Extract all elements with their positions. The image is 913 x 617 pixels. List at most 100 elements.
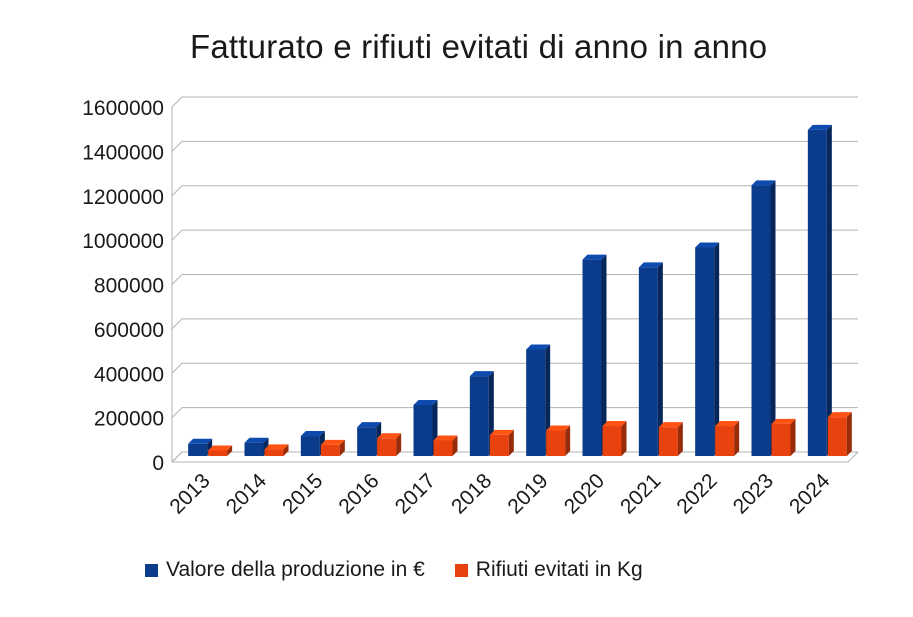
bar-rifiuti-2023-top xyxy=(771,418,796,424)
y-tick-label: 1200000 xyxy=(82,186,164,209)
bar-rifiuti-2019-front xyxy=(546,430,566,456)
bar-rifiuti-2016-front xyxy=(377,438,397,456)
bar-rifiuti-2017-side xyxy=(452,435,458,456)
bar-rifiuti-2021 xyxy=(658,422,683,456)
bar-rifiuti-2015 xyxy=(320,439,345,456)
bar-valore-2018-top xyxy=(469,371,494,377)
bar-rifiuti-2020-side xyxy=(621,421,627,456)
bar-rifiuti-2021-top xyxy=(658,422,683,428)
x-tick-label: 2013 xyxy=(165,469,214,518)
y-tick-label: 800000 xyxy=(94,275,164,298)
bar-rifiuti-2024-top xyxy=(827,412,852,418)
legend-label-valore: Valore della produzione in € xyxy=(166,558,425,581)
bar-rifiuti-2024-front xyxy=(827,417,847,456)
bar-valore-2021-top xyxy=(638,262,663,268)
bar-valore-2021-side xyxy=(657,262,663,456)
bar-valore-2018-front xyxy=(469,376,489,456)
bar-rifiuti-2019-side xyxy=(565,425,571,456)
bar-rifiuti-2023-side xyxy=(790,418,796,456)
x-axis-ticks: 2013 2014 2015 2016 2017 2018 2019 2020 2021 2022… xyxy=(165,469,834,519)
x-tick-label: 2024 xyxy=(785,469,835,519)
bar-rifiuti-2024 xyxy=(827,412,852,456)
bar-rifiuti-2018 xyxy=(489,429,514,456)
bar-rifiuti-2014-top xyxy=(264,444,289,450)
y-tick-label: 0 xyxy=(152,452,164,475)
bar-valore-2014-top xyxy=(244,437,269,443)
bar-valore-2015-top xyxy=(300,431,325,437)
bar-valore-2023 xyxy=(751,180,776,456)
bar-rifiuti-2021-front xyxy=(658,427,678,456)
bar-rifiuti-2017-top xyxy=(433,435,458,441)
bar-rifiuti-2022-top xyxy=(715,421,740,427)
bar-rifiuti-2019 xyxy=(546,425,571,456)
bar-rifiuti-2015-top xyxy=(320,439,345,445)
x-tick-label: 2023 xyxy=(729,469,778,518)
gridline-depth xyxy=(171,318,183,330)
y-axis-ticks: 0 200000 400000 600000 800000 1000000 1200000 1… xyxy=(82,97,164,475)
gridline-depth xyxy=(171,229,183,241)
chart-title: Fatturato e rifiuti evitati di anno in a… xyxy=(190,28,768,65)
bar-rifiuti-2014-front xyxy=(264,449,284,456)
bar-rifiuti-2022-side xyxy=(734,421,740,456)
floor-right-edge xyxy=(847,451,859,463)
bar-rifiuti-2018-side xyxy=(508,429,514,456)
y-tick-label: 1000000 xyxy=(82,230,164,253)
bar-rifiuti-2023-front xyxy=(771,423,791,456)
bar-valore-2023-front xyxy=(751,185,771,456)
bar-valore-2021-front xyxy=(638,267,658,456)
bar-valore-2024-top xyxy=(807,124,832,130)
bar-valore-2022 xyxy=(695,242,720,456)
bar-valore-2024-side xyxy=(826,124,832,456)
bar-rifiuti-2018-top xyxy=(489,429,514,435)
gridline-depth xyxy=(171,362,183,374)
y-tick-label: 600000 xyxy=(94,319,164,342)
bar-valore-2022-side xyxy=(714,242,720,456)
bar-rifiuti-2013-top xyxy=(208,445,233,451)
bar-rifiuti-2023 xyxy=(771,418,796,456)
bar-valore-2019-front xyxy=(526,349,546,456)
bar-rifiuti-2013-front xyxy=(208,450,228,456)
bar-rifiuti-2015-side xyxy=(339,439,345,456)
bar-valore-2021 xyxy=(638,262,663,456)
legend-swatch-rifiuti xyxy=(454,563,468,577)
x-tick-label: 2016 xyxy=(334,469,383,518)
y-tick-label: 400000 xyxy=(94,363,164,386)
gridline-depth xyxy=(171,141,183,152)
x-tick-label: 2019 xyxy=(503,469,552,518)
gridline-depth xyxy=(171,185,183,197)
bar-rifiuti-2022-front xyxy=(715,426,735,456)
bar-valore-2022-top xyxy=(695,242,720,248)
x-tick-label: 2021 xyxy=(616,469,665,518)
bar-rifiuti-2016 xyxy=(377,433,402,456)
bar-valore-2023-side xyxy=(770,180,776,456)
gridline-depth xyxy=(171,407,183,418)
bar-rifiuti-2016-side xyxy=(396,433,402,456)
bar-valore-2024-front xyxy=(807,129,827,456)
x-tick-label: 2015 xyxy=(278,469,327,518)
gridline-depth xyxy=(171,96,183,108)
gridline-depth xyxy=(171,451,183,463)
bar-rifiuti-2013-side xyxy=(227,445,233,456)
x-tick-label: 2018 xyxy=(447,469,496,518)
bar-rifiuti-2020-front xyxy=(602,426,622,456)
bar-valore-2020-top xyxy=(582,254,607,260)
bar-valore-2020 xyxy=(582,254,607,456)
bar-valore-2016-front xyxy=(357,427,377,456)
bar-valore-2017-top xyxy=(413,399,438,405)
bar-valore-2013 xyxy=(188,438,213,456)
bar-valore-2017-front xyxy=(413,404,433,456)
bar-valore-2024 xyxy=(807,124,832,456)
grid xyxy=(171,96,859,463)
x-tick-label: 2022 xyxy=(672,469,721,518)
gridline-depth xyxy=(171,274,183,285)
x-tick-label: 2020 xyxy=(560,469,609,518)
bar-rifiuti-2017 xyxy=(433,435,458,456)
bar-valore-2016-top xyxy=(357,422,382,428)
bar-valore-2014-front xyxy=(244,442,264,456)
bars xyxy=(188,124,852,456)
bar-valore-2014 xyxy=(244,437,269,456)
legend-label-rifiuti: Rifiuti evitati in Kg xyxy=(475,558,643,581)
y-tick-label: 1400000 xyxy=(82,141,164,164)
bar-rifiuti-2018-front xyxy=(489,434,509,456)
bar-rifiuti-2016-top xyxy=(377,433,402,439)
